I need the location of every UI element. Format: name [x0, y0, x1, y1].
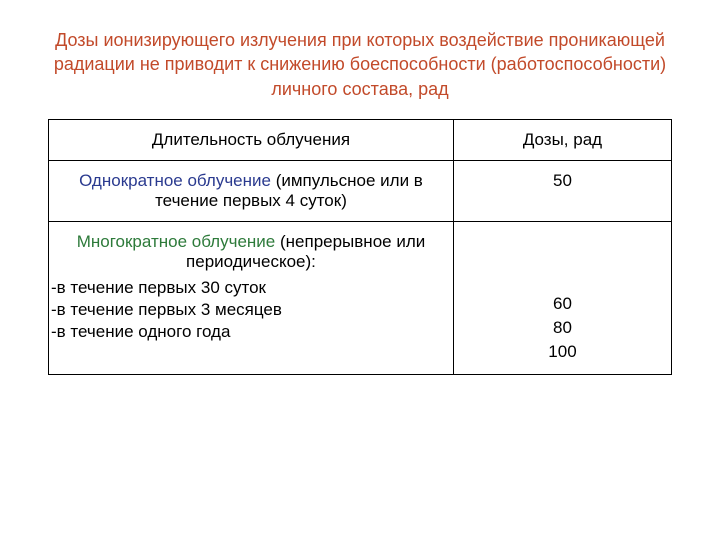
cell-duration-single: Однократное облучение (импульсное или в … [49, 160, 454, 221]
table-row: Однократное облучение (импульсное или в … [49, 160, 672, 221]
subitem-list: -в течение первых 30 суток -в течение пе… [59, 278, 443, 342]
cell-dose-multiple: 60 80 100 [453, 221, 671, 374]
col-header-dose: Дозы, рад [453, 119, 671, 160]
dose-value: 100 [548, 342, 576, 362]
cell-dose-single: 50 [453, 160, 671, 221]
table-row: Многократное облучение (непрерывное или … [49, 221, 672, 374]
subitem: -в течение первых 30 суток [59, 278, 443, 298]
subitem: -в течение одного года [59, 322, 443, 342]
dose-table: Длительность облучения Дозы, рад Однокра… [48, 119, 672, 375]
cell-duration-multiple: Многократное облучение (непрерывное или … [49, 221, 454, 374]
dose-value: 80 [553, 318, 572, 338]
slide: Дозы ионизирующего излучения при которых… [0, 0, 720, 540]
dose-value: 60 [553, 294, 572, 314]
page-title: Дозы ионизирующего излучения при которых… [48, 28, 672, 101]
row2-accent-text: Многократное облучение [77, 232, 276, 251]
col-header-duration: Длительность облучения [49, 119, 454, 160]
table-header-row: Длительность облучения Дозы, рад [49, 119, 672, 160]
row1-accent-text: Однократное облучение [79, 171, 271, 190]
subitem: -в течение первых 3 месяцев [59, 300, 443, 320]
